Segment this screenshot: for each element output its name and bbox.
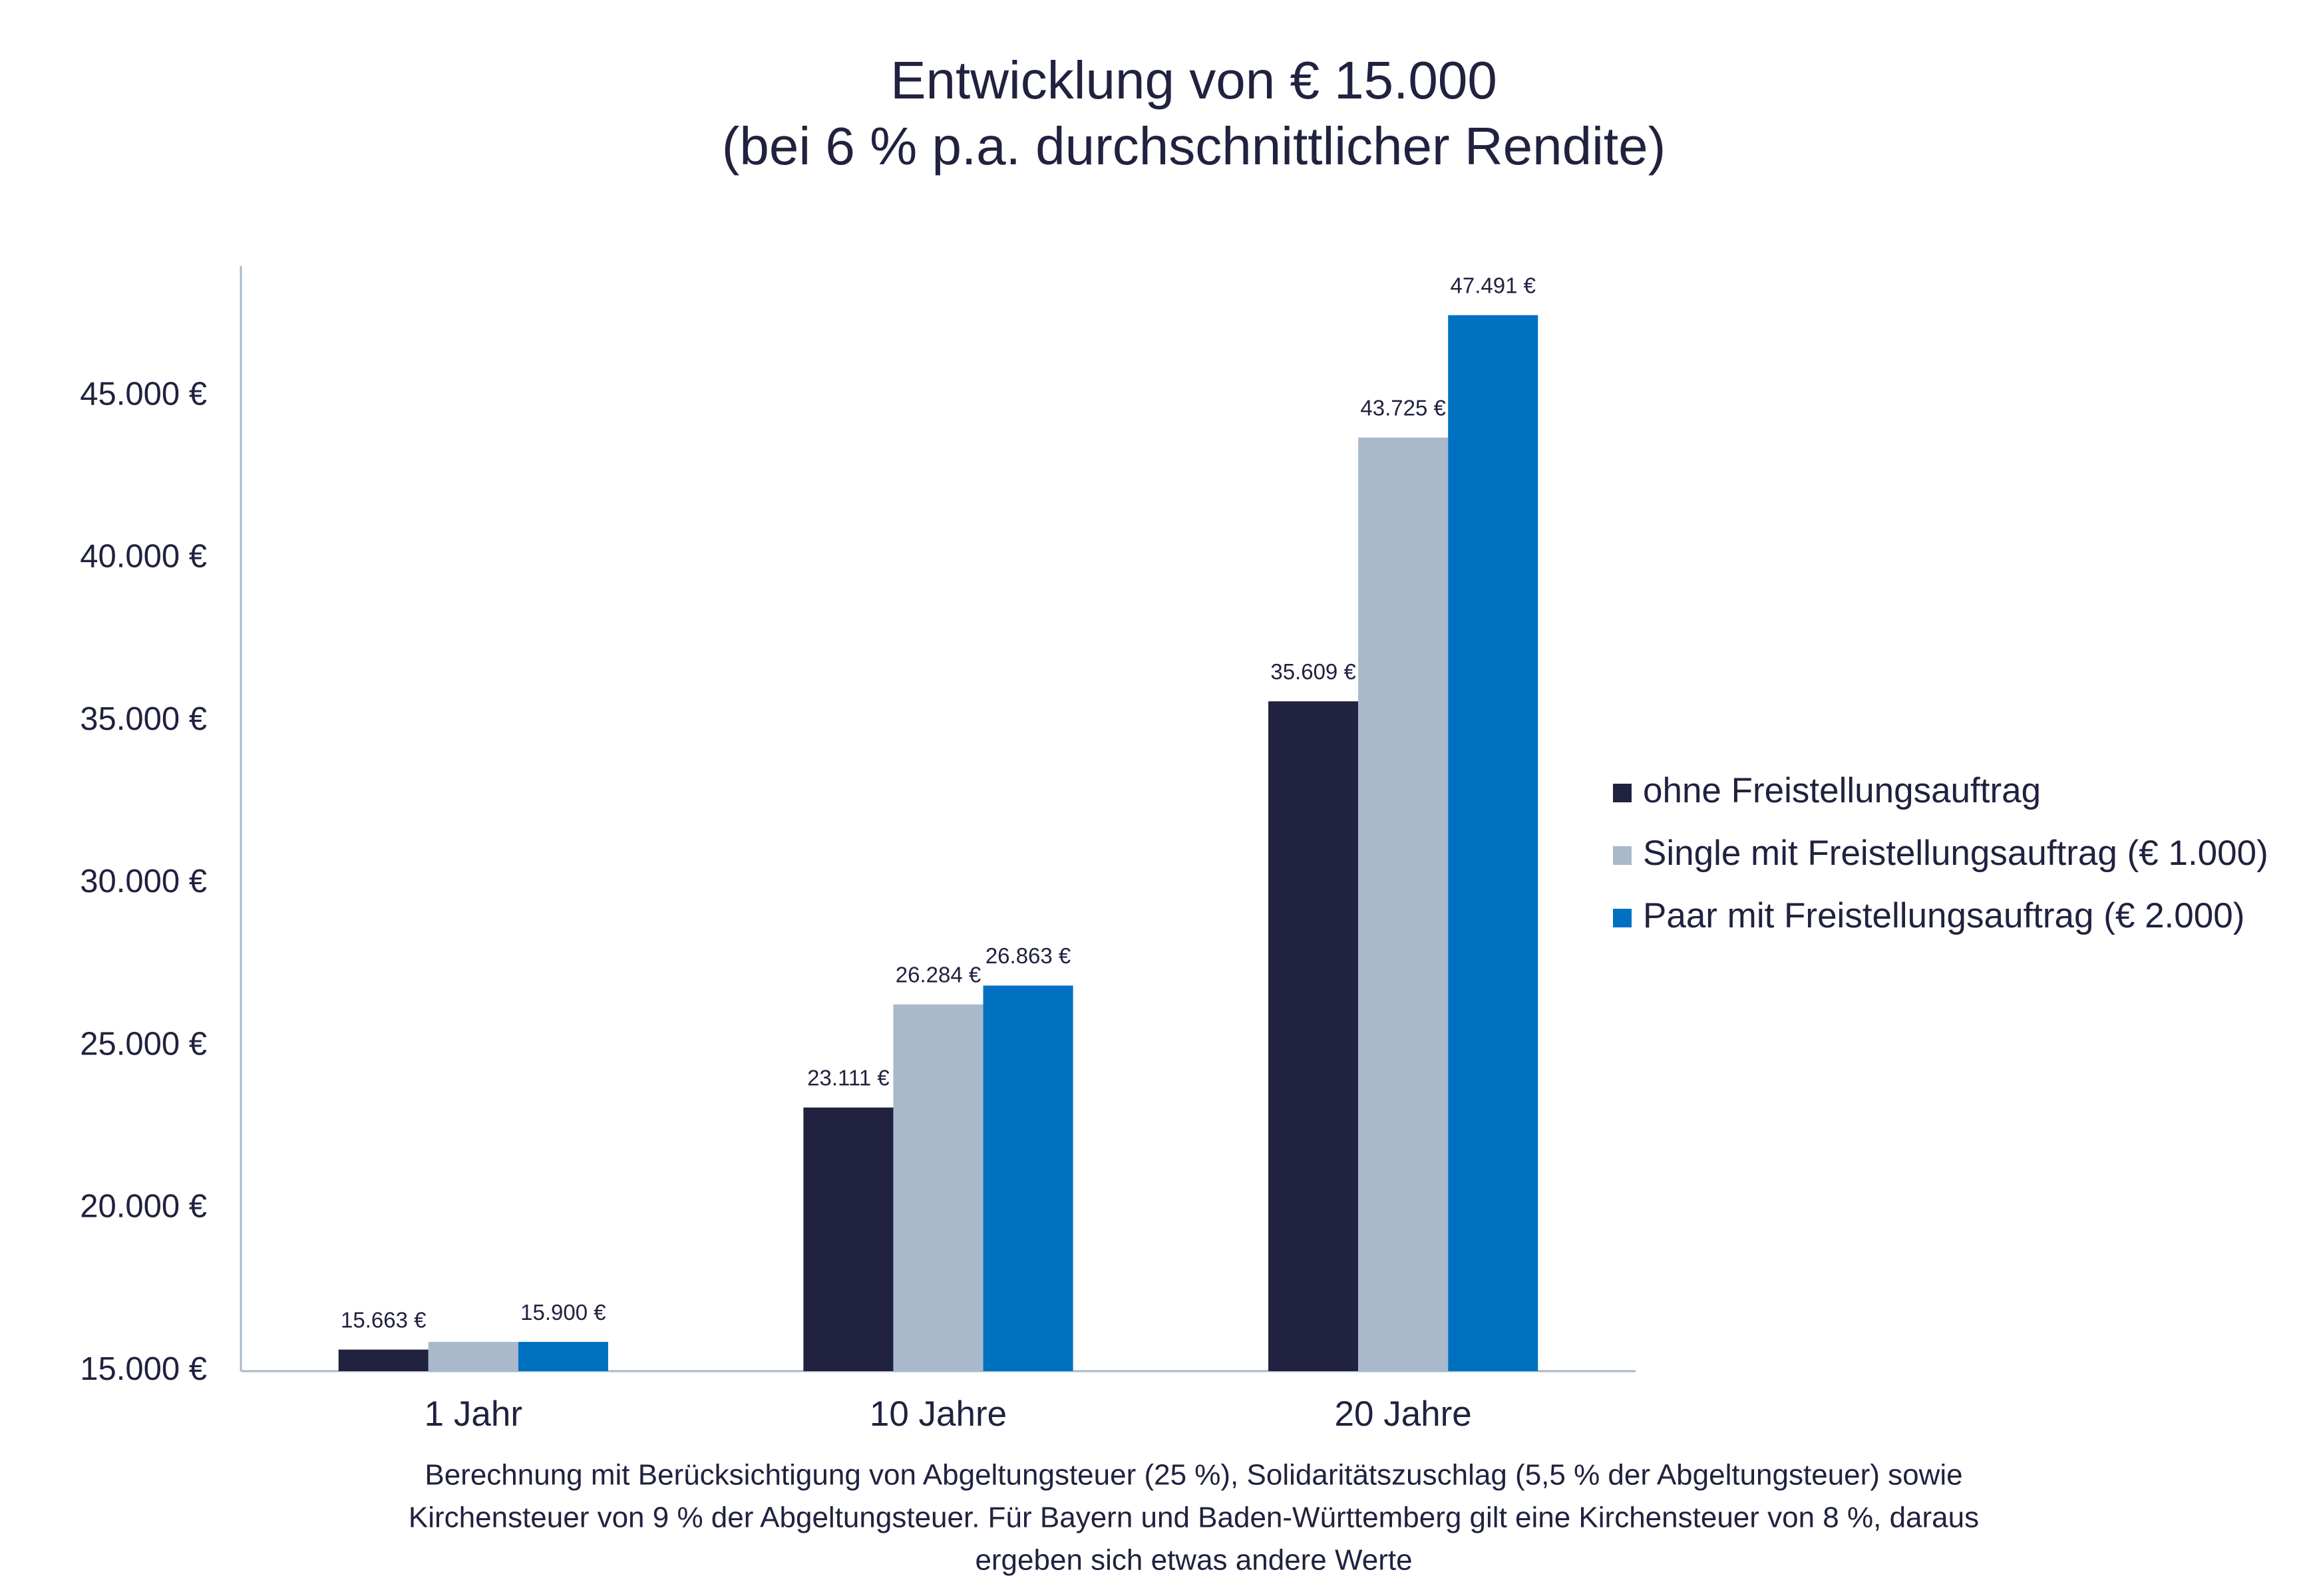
- legend-swatch: [1613, 909, 1632, 927]
- legend-swatch: [1613, 784, 1632, 802]
- value-label: 26.284 €: [896, 962, 981, 987]
- value-label: 43.725 €: [1360, 395, 1445, 420]
- chart-subtitle: (bei 6 % p.a. durchschnittlicher Rendite…: [722, 116, 1666, 176]
- value-label: 15.663 €: [341, 1307, 426, 1332]
- bar: [338, 1349, 429, 1371]
- footnote: ergeben sich etwas andere Werte: [975, 1544, 1412, 1577]
- bar: [803, 1107, 894, 1371]
- bar: [983, 985, 1073, 1371]
- legend-swatch: [1613, 846, 1632, 865]
- x-tick-label: 1 Jahr: [425, 1394, 522, 1434]
- value-label: 47.491 €: [1451, 273, 1536, 297]
- y-tick-label: 45.000 €: [80, 376, 207, 412]
- y-tick-label: 30.000 €: [80, 864, 207, 899]
- footnote: Berechnung mit Berücksichtigung von Abge…: [425, 1459, 1962, 1492]
- y-tick-label: 20.000 €: [80, 1189, 207, 1225]
- value-label: 23.111 €: [807, 1065, 890, 1090]
- legend-label: Paar mit Freistellungsauftrag (€ 2.000): [1643, 896, 2244, 935]
- bar: [893, 1004, 983, 1371]
- y-tick-label: 15.000 €: [80, 1351, 207, 1387]
- bar: [1448, 315, 1538, 1371]
- legend-label: Single mit Freistellungsauftrag (€ 1.000…: [1643, 834, 2268, 873]
- value-label: 15.900 €: [520, 1300, 606, 1325]
- x-tick-label: 20 Jahre: [1335, 1394, 1472, 1434]
- bar: [1358, 437, 1449, 1372]
- bar: [518, 1342, 608, 1371]
- value-label: 35.609 €: [1270, 659, 1355, 684]
- y-tick-label: 40.000 €: [80, 539, 207, 575]
- legend-label: ohne Freistellungsauftrag: [1643, 771, 2041, 810]
- bar: [1268, 701, 1359, 1371]
- value-label: 26.863 €: [985, 943, 1071, 968]
- chart-title: Entwicklung von € 15.000: [890, 51, 1497, 110]
- y-tick-label: 35.000 €: [80, 701, 207, 737]
- bar: [428, 1342, 518, 1371]
- y-tick-label: 25.000 €: [80, 1026, 207, 1062]
- footnote: Kirchensteuer von 9 % der Abgeltungsteue…: [409, 1502, 1979, 1534]
- x-tick-label: 10 Jahre: [870, 1394, 1007, 1434]
